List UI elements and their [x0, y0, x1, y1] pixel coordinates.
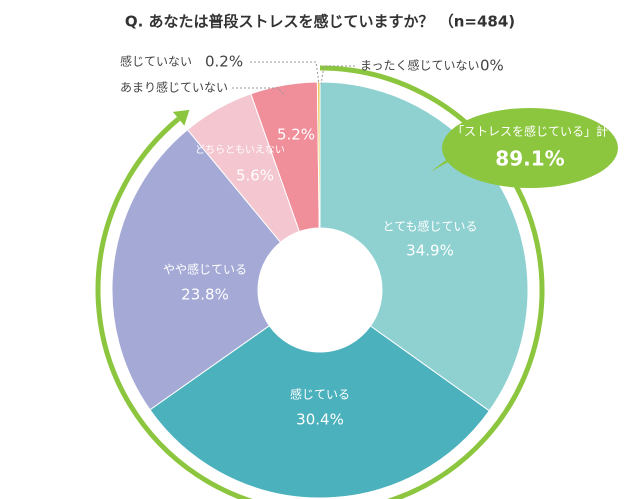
donut-segment [316, 81, 321, 229]
value-label: 23.8% [181, 286, 229, 304]
callout-value: 89.1% [495, 147, 564, 171]
value-label: 34.9% [406, 242, 454, 260]
segment-label: どちらともいえない [195, 144, 285, 156]
value-label: 5.6% [236, 167, 274, 185]
value-label: 5.2% [277, 126, 315, 144]
callout-tail [430, 150, 460, 172]
segment-label: まったく感じていない [360, 58, 480, 73]
value-label: 0% [480, 57, 504, 75]
value-label: 0.2% [205, 53, 243, 71]
donut-segment [149, 325, 491, 499]
segment-label: やや感じている [163, 262, 247, 277]
donut-segment [111, 128, 282, 411]
segment-label: 感じている [290, 387, 350, 402]
leader-line [232, 87, 286, 97]
callout-text: 「ストレスを感じている」計 [452, 124, 608, 139]
chart-title: Q. あなたは普段ストレスを感じていますか？ （n=484) [125, 13, 515, 31]
callout-bubble [442, 108, 618, 188]
segment-label: あまり感じていない [120, 80, 228, 95]
arrow-head [172, 109, 190, 126]
segment-label: 感じていない [120, 54, 192, 69]
segment-label: とても感じている [382, 219, 477, 234]
value-label: 30.4% [296, 411, 344, 429]
leader-line [250, 61, 320, 85]
